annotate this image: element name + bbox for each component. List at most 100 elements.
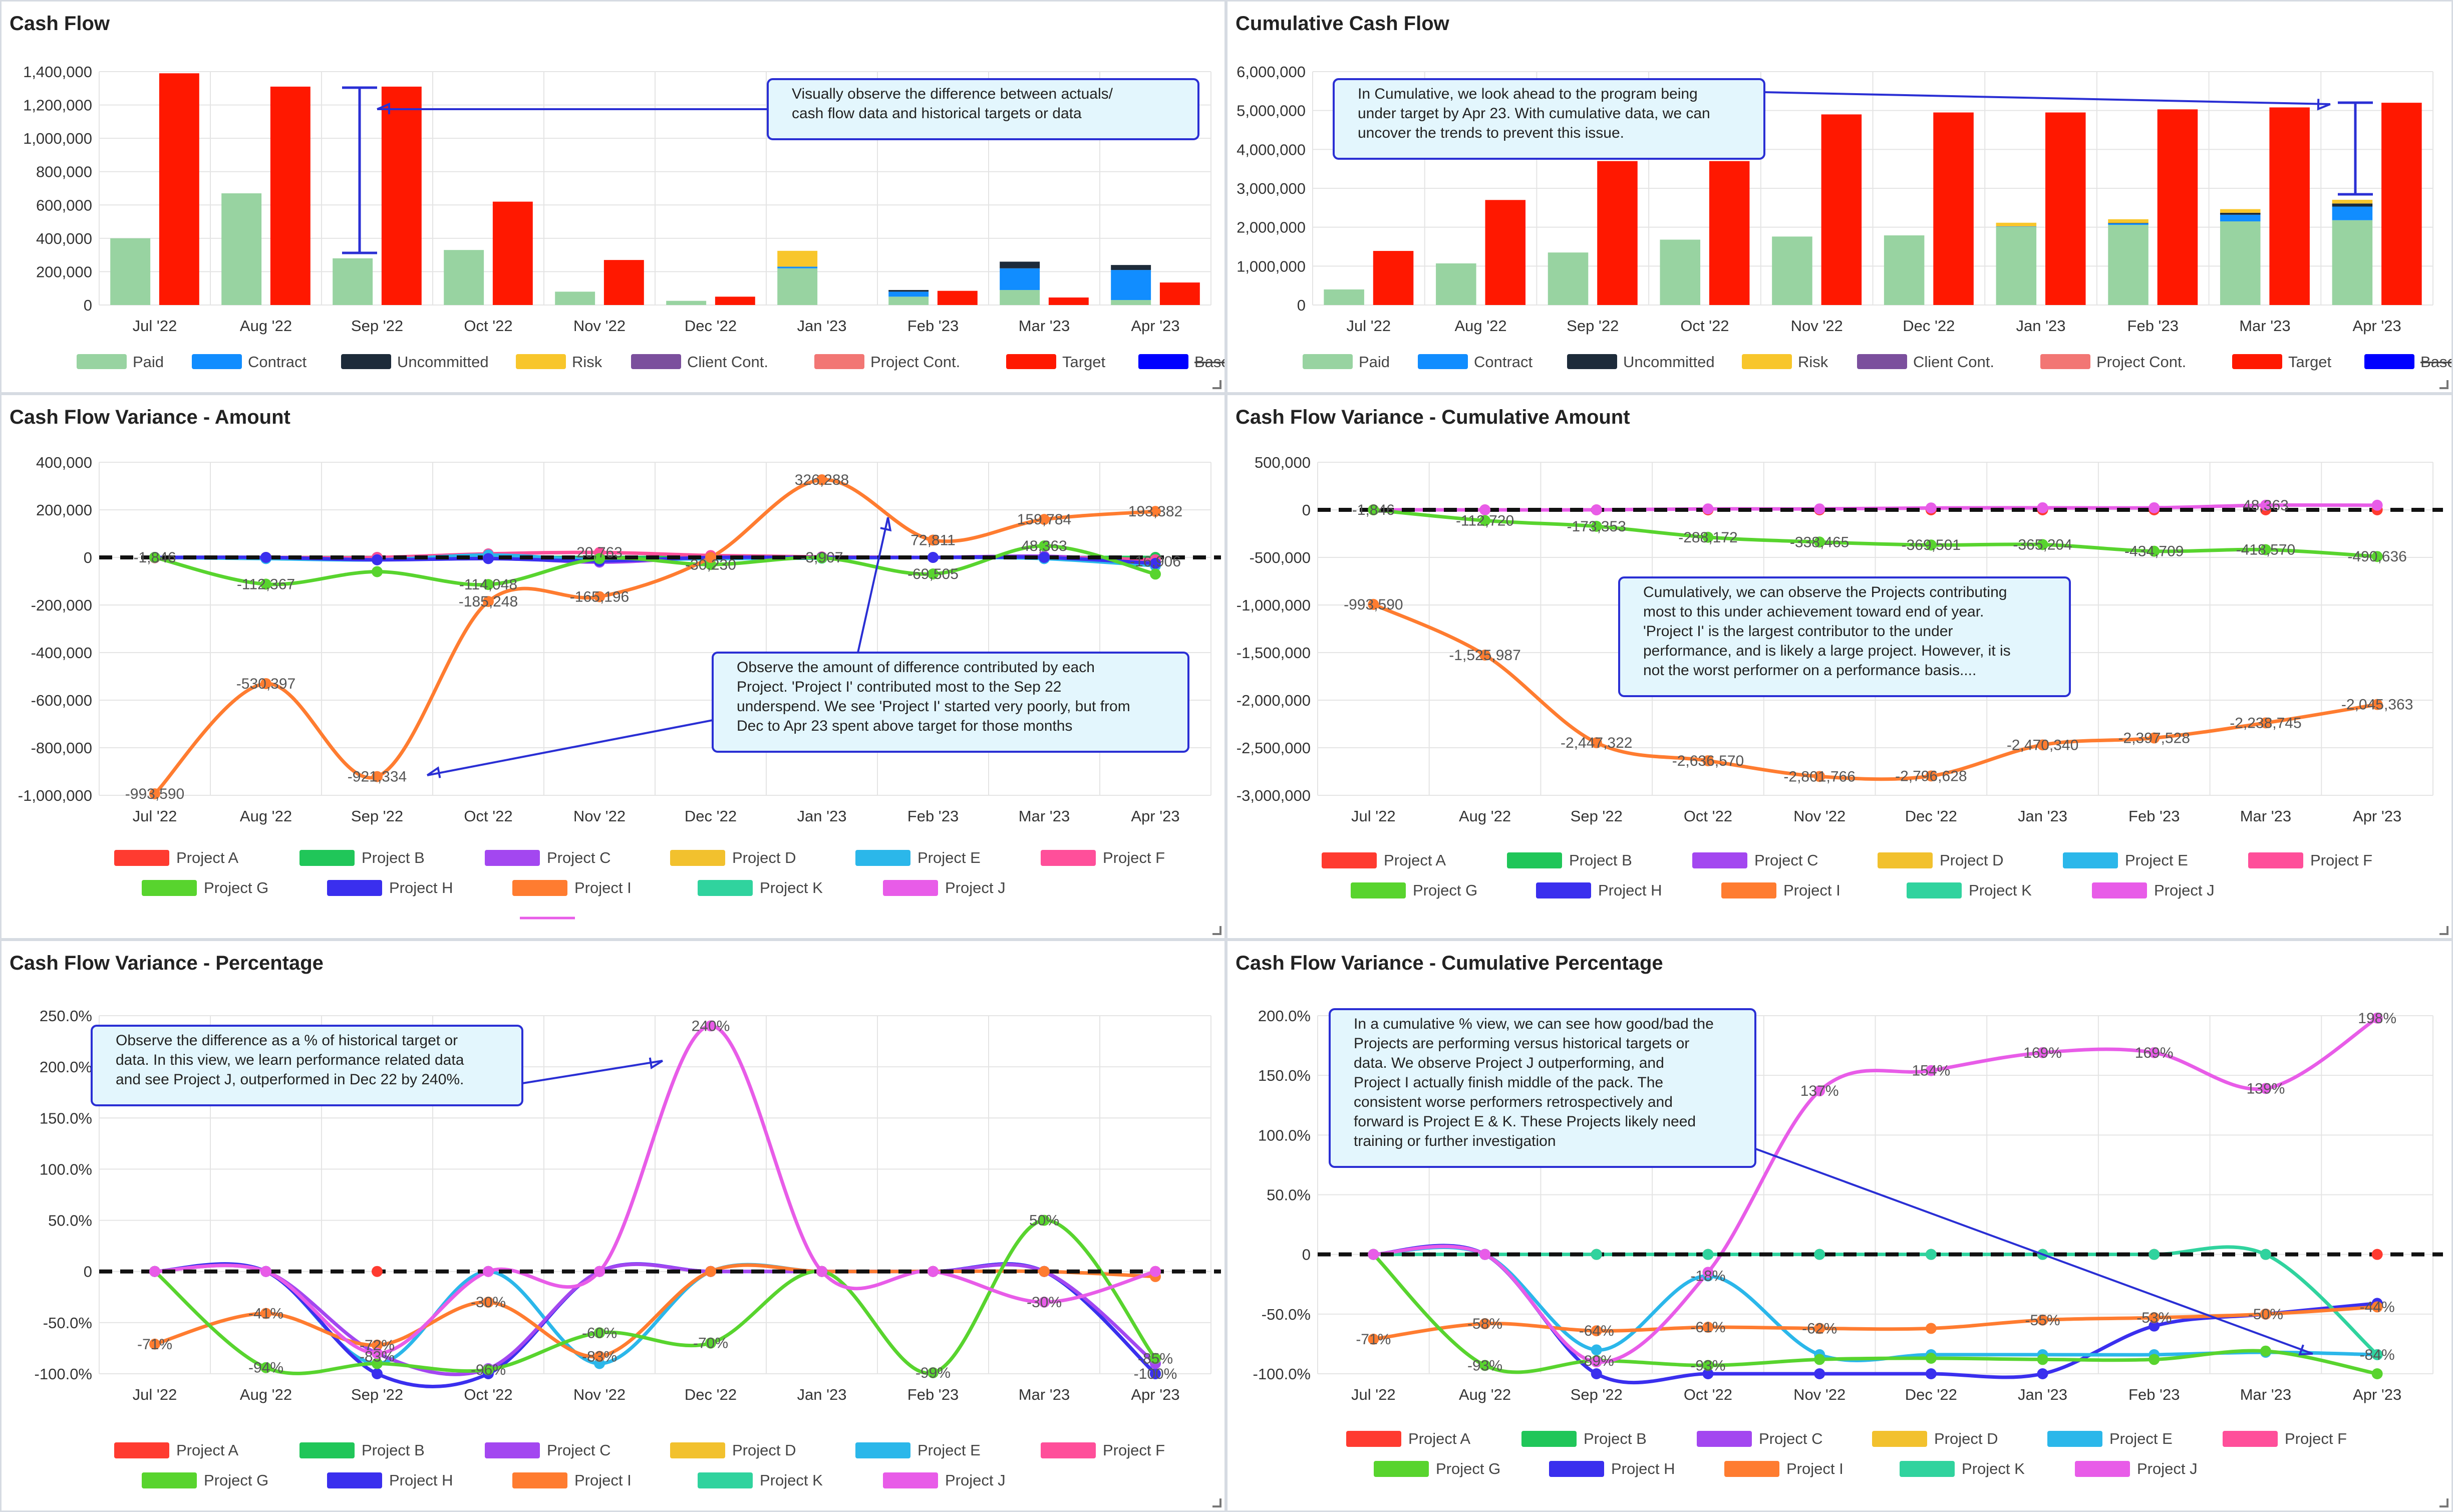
- y-tick-label: 50.0%: [1267, 1186, 1311, 1204]
- legend-label: Project J: [2154, 881, 2215, 899]
- resize-handle[interactable]: [2439, 380, 2448, 389]
- series-line-G: [153, 1219, 1157, 1375]
- data-label: -2,447,322: [1561, 735, 1632, 751]
- legend-swatch: [1351, 882, 1406, 898]
- data-label: -30,230: [685, 556, 736, 573]
- data-point-H: [2037, 1368, 2048, 1379]
- bar-uncommitted: [1111, 265, 1151, 270]
- legend-label: Project K: [1962, 1460, 2025, 1477]
- data-point-H: [1925, 1368, 1937, 1379]
- panel-variance-percentage: Cash Flow Variance - Percentage -100.0% -…: [0, 940, 1226, 1512]
- bar-target: [715, 296, 755, 305]
- data-label: -60%: [582, 1325, 617, 1341]
- data-label: -44%: [2360, 1299, 2395, 1316]
- data-point-H: [483, 553, 494, 564]
- legend-label: Project J: [2137, 1460, 2198, 1477]
- data-label: -1,525,987: [1449, 647, 1520, 664]
- y-tick-label: -200,000: [31, 596, 92, 614]
- resize-handle[interactable]: [2439, 1498, 2448, 1507]
- legend-label: Project B: [1569, 851, 1632, 869]
- x-tick-label: Feb '23: [2127, 317, 2179, 335]
- bar-target: [2381, 103, 2422, 305]
- legend-swatch: [516, 354, 566, 369]
- x-tick-label: Nov '22: [1793, 1386, 1846, 1403]
- data-label: -69,505: [907, 566, 959, 582]
- x-tick-label: Feb '23: [907, 807, 959, 825]
- data-point-E: [1591, 1344, 1602, 1356]
- data-point-I: [149, 788, 160, 799]
- panel-cash-flow: Cash Flow 0 200,000 400,000 600,000 800,000 1…: [0, 0, 1226, 394]
- resize-handle[interactable]: [1212, 380, 1221, 389]
- data-point-J: [928, 1266, 939, 1277]
- resize-handle[interactable]: [1212, 926, 1221, 935]
- data-label: -70%: [693, 1335, 728, 1352]
- bar-paid: [1660, 239, 1701, 305]
- variance-amount-chart: -1,000,000 -800,000 -600,000 -400,000 -200,0…: [18, 454, 1221, 920]
- annotation-text: Project. 'Project I' contributed most to…: [737, 679, 1061, 695]
- x-tick-label: Mar '23: [1019, 1386, 1070, 1403]
- annotation-text: Visually observe the difference between …: [792, 86, 1113, 102]
- x-tick-label: Feb '23: [907, 317, 959, 335]
- data-point-G: [1479, 1360, 1491, 1371]
- data-point-G: [149, 552, 160, 563]
- annotation-arrow: [522, 1060, 663, 1084]
- bar-paid: [1324, 289, 1364, 305]
- y-tick-label: 0: [1297, 296, 1306, 314]
- legend-label: Project E: [2109, 1430, 2173, 1447]
- y-tick-label: 200,000: [36, 263, 92, 280]
- data-label: -418,570: [2236, 542, 2295, 558]
- legend-swatch: [1872, 1431, 1927, 1447]
- data-point-G: [2371, 1368, 2383, 1379]
- y-tick-label: 150.0%: [40, 1109, 92, 1127]
- data-label: -2,636,570: [1672, 753, 1744, 769]
- data-point-I: [928, 534, 939, 546]
- data-point-G: [372, 1358, 383, 1369]
- variance-percentage-chart: -100.0% -50.0% 0 50.0% 100.0% 150.0% 200.0% 250…: [35, 1007, 1221, 1489]
- data-label: 48,363: [2243, 497, 2289, 514]
- x-tick-label: Jul '22: [1351, 1386, 1396, 1403]
- series-line-I: [154, 1263, 1156, 1359]
- legend-swatch: [485, 850, 540, 866]
- legend-label: Project B: [1584, 1430, 1647, 1447]
- legend-label: Uncommitted: [397, 353, 489, 371]
- data-point-G: [260, 578, 271, 590]
- annotation-text: not the worst performer on a performance…: [1643, 662, 1976, 679]
- data-label: -185,248: [459, 593, 518, 610]
- x-tick-label: Sep '22: [351, 317, 403, 335]
- data-point-J: [1814, 1085, 1825, 1097]
- x-tick-label: Nov '22: [1791, 317, 1843, 335]
- data-point-H: [1039, 552, 1050, 563]
- data-point-I: [260, 1308, 271, 1319]
- legend-label: Project I: [1783, 881, 1841, 899]
- resize-handle[interactable]: [1212, 1498, 1221, 1507]
- legend-swatch: [2223, 1431, 2278, 1447]
- chart-title: Cash Flow Variance - Amount: [10, 406, 290, 428]
- data-point-J: [705, 1020, 716, 1032]
- legend-swatch: [1721, 882, 1776, 898]
- legend-swatch: [2364, 354, 2414, 369]
- bar-target: [270, 86, 311, 305]
- legend-label: Project E: [917, 849, 981, 866]
- bar-risk: [2332, 199, 2373, 204]
- y-tick-label: 200.0%: [40, 1058, 92, 1076]
- resize-handle[interactable]: [2439, 926, 2448, 935]
- legend-swatch: [1549, 1461, 1604, 1477]
- legend-swatch: [142, 880, 197, 896]
- data-label: -2,470,340: [2007, 737, 2078, 753]
- data-point-I: [372, 1339, 383, 1351]
- data-point-J: [1925, 1065, 1937, 1076]
- series-line-I: [153, 478, 1156, 795]
- legend-swatch: [1692, 852, 1747, 868]
- bar-target: [1933, 112, 1974, 306]
- y-tick-label: -1,500,000: [1237, 644, 1311, 662]
- y-tick-label: -1,000,000: [1237, 596, 1311, 614]
- data-point-H: [1814, 1368, 1825, 1379]
- x-tick-label: Dec '22: [1905, 807, 1957, 825]
- legend-swatch: [2232, 354, 2282, 369]
- y-tick-label: 100.0%: [40, 1160, 92, 1178]
- legend-label: Project A: [1384, 851, 1446, 869]
- data-point-K: [1591, 1249, 1602, 1260]
- legend-label: Project C: [1754, 851, 1818, 869]
- legend-label: Project F: [2310, 851, 2372, 869]
- y-tick-label: -800,000: [31, 739, 92, 757]
